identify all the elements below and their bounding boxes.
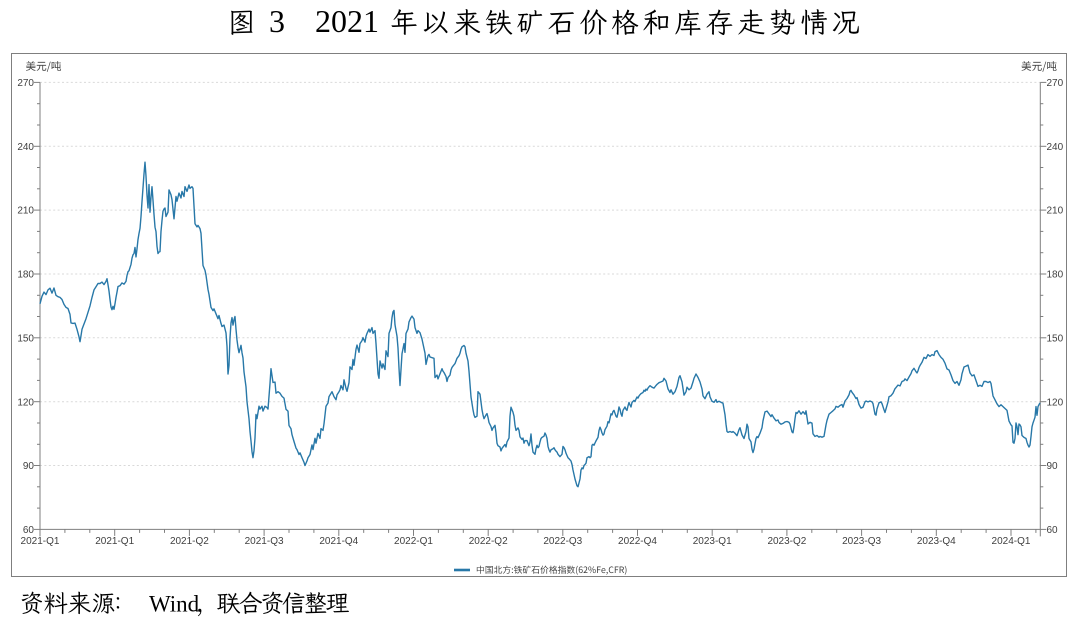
svg-text:210: 210 xyxy=(1047,206,1064,217)
svg-text:240: 240 xyxy=(17,142,34,153)
svg-text:2021-Q2: 2021-Q2 xyxy=(170,536,209,547)
svg-text:3: 3 xyxy=(269,3,285,39)
svg-text:180: 180 xyxy=(17,270,34,281)
svg-text:60: 60 xyxy=(23,525,35,536)
svg-text:60: 60 xyxy=(1047,525,1059,536)
svg-text:90: 90 xyxy=(23,461,35,472)
svg-text:240: 240 xyxy=(1047,142,1064,153)
svg-text:2023-Q3: 2023-Q3 xyxy=(842,536,881,547)
svg-text:120: 120 xyxy=(1047,397,1064,408)
svg-text:90: 90 xyxy=(1047,461,1059,472)
svg-text:2022-Q1: 2022-Q1 xyxy=(394,536,433,547)
svg-text:150: 150 xyxy=(1047,333,1064,344)
svg-text:2022-Q3: 2022-Q3 xyxy=(543,536,582,547)
svg-text:2021: 2021 xyxy=(315,3,379,39)
svg-text:210: 210 xyxy=(17,206,34,217)
svg-text:270: 270 xyxy=(17,78,34,89)
svg-text:2022-Q2: 2022-Q2 xyxy=(469,536,508,547)
svg-text:Wind: Wind xyxy=(149,592,200,617)
svg-text:180: 180 xyxy=(1047,270,1064,281)
svg-text:2024-Q1: 2024-Q1 xyxy=(992,536,1031,547)
svg-text:150: 150 xyxy=(17,333,34,344)
svg-text:2021-Q1: 2021-Q1 xyxy=(95,536,134,547)
svg-text:2022-Q4: 2022-Q4 xyxy=(618,536,657,547)
svg-text:2021-Q1: 2021-Q1 xyxy=(21,536,60,547)
svg-text:120: 120 xyxy=(17,397,34,408)
svg-text:2023-Q2: 2023-Q2 xyxy=(767,536,806,547)
svg-text:270: 270 xyxy=(1047,78,1064,89)
svg-text:2023-Q1: 2023-Q1 xyxy=(693,536,732,547)
svg-text:2023-Q4: 2023-Q4 xyxy=(917,536,956,547)
svg-text:2021-Q4: 2021-Q4 xyxy=(319,536,358,547)
svg-text:2021-Q3: 2021-Q3 xyxy=(245,536,284,547)
